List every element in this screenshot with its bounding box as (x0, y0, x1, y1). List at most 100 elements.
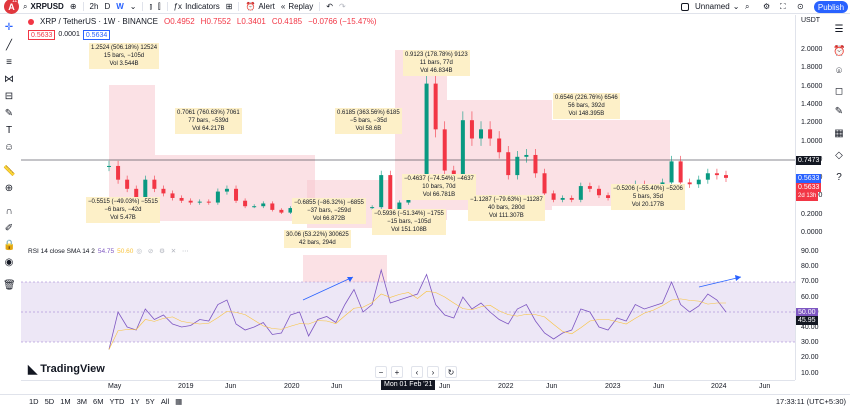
layout-selector[interactable]: Unnamed ⌄ (678, 0, 742, 14)
text-icon[interactable]: T (5, 125, 13, 136)
rsi-label[interactable]: RSI 14 close SMA 14 2 (28, 247, 95, 255)
forecast-icon[interactable]: ⊟ (4, 91, 14, 102)
ideas-icon[interactable]: ✎ (834, 106, 844, 117)
alert-button[interactable]: ⏰ Alert (242, 0, 277, 14)
trend-arrow-1[interactable] (302, 276, 354, 301)
scroll-left-button[interactable]: ‹ (411, 366, 423, 378)
price-axis[interactable]: USDT 2.0000 1.8000 1.6000 1.4000 1.2000 1.000… (795, 15, 850, 380)
measurement-annotation[interactable]: 0.6546 (226.76%) 6546 56 bars, 392d Vol 14… (553, 93, 620, 119)
measurement-annotation[interactable]: −1.1287 (−79.63%) −11287 40 bars, 280d Vol… (468, 195, 545, 221)
reset-button[interactable]: ↻ (445, 366, 457, 378)
measurement-annotation[interactable]: −0.6855 (−86.32%) −6855 −37 bars, −259d Vo… (292, 198, 366, 224)
symbol-label: XRPUSD (30, 2, 64, 11)
candle-body (234, 188, 239, 201)
chart-type-button[interactable]: ⫾ (146, 0, 155, 14)
magnet-icon[interactable]: ∩ (5, 206, 13, 217)
sell-price[interactable]: 0.5633 (28, 30, 56, 40)
annotation-line: Vol 5.47B (110, 215, 136, 221)
measurement-annotation[interactable]: 0.6185 (363.56%) 6185 −5 bars, −35d Vol 58… (335, 108, 402, 134)
ruler-icon[interactable]: 📏 (3, 166, 16, 177)
layout-grid-button[interactable]: ⊞ (223, 0, 236, 14)
alerts-icon[interactable]: ⏰ (833, 46, 846, 57)
candle-body (107, 165, 111, 167)
measurement-annotation[interactable]: −0.4637 (−74.54%) −4637 10 bars, 70d Vol 6… (402, 174, 476, 200)
legend-title[interactable]: XRP / TetherUS · 1W · BINANCE (40, 17, 158, 26)
interval-dropdown[interactable]: ⌄ (127, 0, 140, 14)
measurement-annotation[interactable]: 1.2524 (506.18%) 12524 15 bars, −105d Vol … (89, 43, 160, 69)
currency-label[interactable]: USDT (801, 17, 821, 24)
snapshot-button[interactable]: ⊙ (794, 0, 807, 14)
interval-d[interactable]: D (101, 0, 113, 14)
indicators-button[interactable]: ƒx Indicators (171, 0, 223, 14)
tradingview-logo[interactable]: ◣ TradingView (28, 362, 105, 376)
lock-drawing-icon[interactable]: ✐ (4, 223, 14, 234)
range-ytd[interactable]: YTD (109, 396, 125, 406)
zoom-in-button[interactable]: + (391, 366, 403, 378)
rsi-options-icon[interactable]: ◎ ⊘ ⚙ ✕ ⋯ (136, 248, 191, 255)
date-range-icon[interactable]: ▦ (175, 396, 183, 406)
annotation-line: −0.5206 (−55.40%) −5206 (613, 186, 683, 192)
chevron-down-icon: ⌄ (129, 2, 137, 11)
zoom-icon[interactable]: ⊕ (4, 183, 14, 194)
chevron-right-icon: › (431, 367, 435, 377)
help-icon[interactable]: ? (836, 172, 842, 183)
scroll-right-button[interactable]: › (427, 366, 439, 378)
calendar-icon[interactable]: ▦ (834, 128, 844, 139)
range-1d[interactable]: 1D (29, 396, 39, 406)
candle-body (596, 188, 601, 196)
settings-button[interactable]: ⚙ (760, 0, 773, 14)
zoom-out-button[interactable]: − (375, 366, 387, 378)
measurement-annotation[interactable]: 0.7061 (760.63%) 7061 77 bars, −539d Vol 6… (175, 108, 242, 134)
range-1m[interactable]: 1M (60, 396, 71, 406)
rsi-sma-line (108, 291, 726, 350)
annotation-line: 10 bars, 70d (422, 184, 456, 190)
time-label: Jun (653, 383, 665, 390)
undo-button[interactable]: ↶ (323, 0, 336, 14)
range-3m[interactable]: 3M (76, 396, 88, 406)
candle-body (460, 120, 465, 176)
pattern-icon[interactable]: ⋈ (4, 74, 14, 85)
publish-button[interactable]: Publish (814, 1, 848, 13)
candle-body (497, 138, 502, 153)
trash-icon[interactable]: 🗑 (3, 280, 16, 291)
chat-icon[interactable]: ◻ (834, 86, 844, 97)
clock[interactable]: 17:33:11 (UTC+5:30) (775, 397, 846, 406)
price-axis-label: 1.6000 (801, 82, 823, 90)
fib-icon[interactable]: ≡ (6, 57, 12, 68)
notifications-icon[interactable]: ◇ (835, 150, 843, 161)
measurement-annotation[interactable]: 0.9123 (178.78%) 9123 11 bars, 77d Vol 46.… (403, 50, 470, 76)
range-5y[interactable]: 5Y (145, 396, 155, 406)
fullscreen-button[interactable]: ⛶ (777, 0, 789, 14)
candle-body (116, 165, 121, 180)
range-5d[interactable]: 5D (44, 396, 55, 406)
candle-body (243, 200, 248, 207)
range-1y[interactable]: 1Y (130, 396, 140, 406)
compare-button[interactable]: ⊕ (67, 0, 80, 14)
measurement-annotation[interactable]: 30.06 (53.22%) 300625 42 bars, 294d (284, 230, 351, 248)
minus-icon: − (378, 367, 384, 377)
redo-button[interactable]: ↷ (336, 0, 349, 14)
lock-icon[interactable]: 🔒 (3, 240, 16, 251)
symbol-search[interactable]: ⌕ XRPUSD (20, 0, 67, 14)
brush-icon[interactable]: ✎ (4, 108, 14, 119)
time-label: Jun (331, 383, 343, 390)
data-window-icon[interactable]: ⌾ (836, 66, 842, 77)
chart-type-button-2[interactable]: ⫿ (155, 0, 164, 14)
watchlist-icon[interactable]: ☰ (834, 24, 844, 35)
trend-arrow-2[interactable] (698, 276, 742, 288)
buy-price[interactable]: 0.5634 (82, 30, 111, 40)
crosshair-icon[interactable]: ✛ (4, 22, 14, 33)
replay-button[interactable]: « Replay (278, 0, 316, 14)
interval-2h[interactable]: 2h (87, 0, 102, 14)
interval-w[interactable]: W (113, 0, 127, 14)
trendline-icon[interactable]: ╱ (5, 40, 13, 51)
annotation-line: 0.6185 (363.56%) 6185 (337, 110, 400, 116)
eye-icon[interactable]: ◉ (4, 257, 14, 268)
smiley-icon[interactable]: ☺ (3, 142, 15, 153)
search-button[interactable]: ⌕ (742, 0, 752, 14)
measurement-annotation[interactable]: −0.5206 (−55.40%) −5206 5 bars, 35d Vol 20… (611, 184, 685, 210)
measurement-annotation[interactable]: −0.5936 (−51.34%) −1755 −15 bars, −105d Vo… (372, 209, 446, 235)
measurement-annotation[interactable]: −0.5515 (−49.03%) −5515 −6 bars, −42d Vol … (86, 197, 160, 223)
range-all[interactable]: All (160, 396, 170, 406)
range-6m[interactable]: 6M (93, 396, 104, 406)
